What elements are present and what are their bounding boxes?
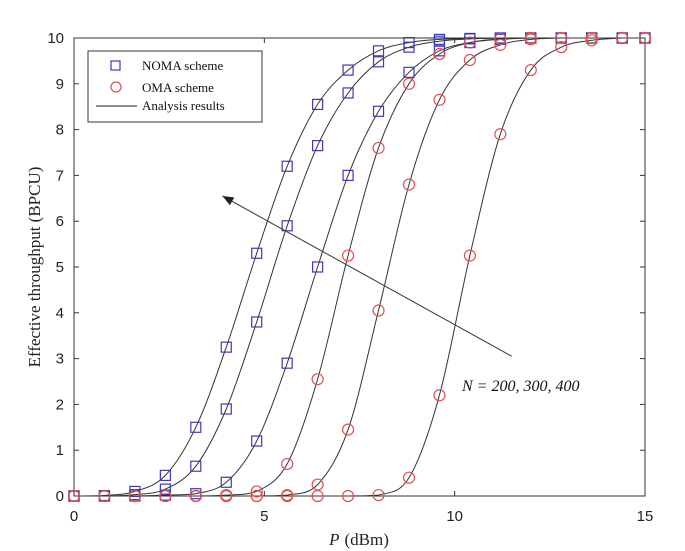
noma-point [403, 66, 415, 78]
annotation: N = 200, 300, 400 [222, 195, 579, 395]
legend: NOMA scheme OMA scheme Analysis results [87, 50, 263, 123]
oma-point [616, 31, 629, 45]
oma-point [128, 489, 142, 503]
data-markers [67, 31, 652, 503]
axis-ticks: 0 5 10 15 0 1 2 3 4 5 6 7 8 9 10 [47, 30, 653, 525]
noma-point [190, 421, 202, 433]
noma-point [281, 220, 293, 232]
noma-point [372, 56, 385, 68]
noma-point [312, 261, 324, 273]
noma-point [281, 357, 293, 369]
x-tick-label: 0 [70, 508, 78, 525]
oma-point [555, 41, 568, 54]
y-axis-label: Effective throughput (BPCU) [25, 167, 44, 368]
oma-point [524, 33, 537, 46]
oma-point [341, 249, 355, 262]
oma-point [402, 77, 416, 90]
oma-point [433, 93, 446, 106]
noma-point [372, 105, 385, 117]
legend-analysis-label: Analysis results [142, 98, 225, 113]
oma-point [463, 36, 476, 49]
y-tick-label: 9 [56, 76, 64, 93]
annotation-arrow-head [222, 196, 235, 206]
y-tick-label: 4 [56, 305, 64, 322]
noma-point [220, 476, 232, 488]
oma-point [463, 249, 476, 262]
x-axis-label-unit: (dBm) [345, 530, 389, 549]
annotation-text: N = 200, 300, 400 [461, 378, 579, 395]
oma-point [220, 489, 233, 503]
oma-point [524, 63, 537, 77]
noma-point [372, 45, 385, 57]
legend-noma-marker [110, 60, 121, 71]
x-axis-label: P (dBm) [328, 530, 389, 549]
oma-point [98, 489, 111, 503]
noma-point [159, 483, 171, 495]
noma-point [220, 403, 232, 415]
oma-point [250, 489, 263, 503]
x-tick-label: 5 [260, 508, 268, 525]
noma-point [342, 169, 354, 181]
oma-point [341, 423, 355, 436]
oma-point [433, 389, 446, 402]
oma-point [463, 53, 476, 67]
oma-point [494, 38, 507, 51]
oma-point [433, 47, 446, 61]
oma-point [402, 178, 416, 191]
noma-point [312, 98, 324, 111]
oma-point [281, 457, 294, 471]
noma-point [159, 469, 171, 481]
oma-point [585, 34, 598, 47]
oma-point [159, 489, 172, 503]
oma-point [311, 373, 324, 386]
oma-point [311, 489, 324, 503]
oma-point [372, 304, 385, 317]
y-tick-label: 7 [56, 167, 64, 184]
oma-point [189, 489, 202, 503]
y-tick-label: 3 [56, 351, 64, 368]
oma-point [281, 489, 294, 503]
analysis-curves [73, 37, 645, 497]
oma-point [494, 128, 507, 141]
noma-point [281, 160, 293, 172]
oma-point [494, 32, 507, 46]
y-tick-label: 8 [56, 122, 64, 139]
y-tick-label: 2 [56, 396, 64, 413]
oma-point [250, 485, 263, 498]
legend-box [87, 50, 263, 123]
y-tick-label: 10 [47, 30, 64, 47]
legend-oma-label: OMA scheme [142, 80, 214, 95]
noma-point [190, 460, 202, 472]
oma-point [638, 31, 652, 45]
analysis-curve-oma-5 [74, 37, 645, 497]
noma-point [342, 87, 354, 99]
noma-point [403, 41, 415, 53]
noma-point [220, 341, 232, 353]
oma-point [67, 489, 81, 503]
y-tick-label: 5 [56, 259, 64, 276]
oma-point [372, 141, 385, 155]
oma-point [372, 488, 385, 502]
noma-point [342, 64, 354, 76]
y-tick-label: 6 [56, 213, 64, 230]
noma-point [251, 435, 263, 447]
oma-point [555, 31, 568, 45]
noma-point [251, 316, 263, 328]
noma-point [312, 140, 324, 152]
x-tick-label: 15 [637, 508, 654, 525]
legend-oma-marker [110, 81, 122, 93]
legend-noma-label: NOMA scheme [142, 58, 223, 73]
oma-point [341, 489, 355, 503]
y-tick-label: 0 [56, 488, 64, 505]
oma-point [402, 471, 416, 484]
y-tick-label: 1 [56, 442, 64, 459]
annotation-arrow [222, 195, 513, 357]
x-axis-label-var: P [328, 530, 339, 549]
noma-point [251, 247, 263, 259]
x-tick-label: 10 [446, 508, 463, 525]
